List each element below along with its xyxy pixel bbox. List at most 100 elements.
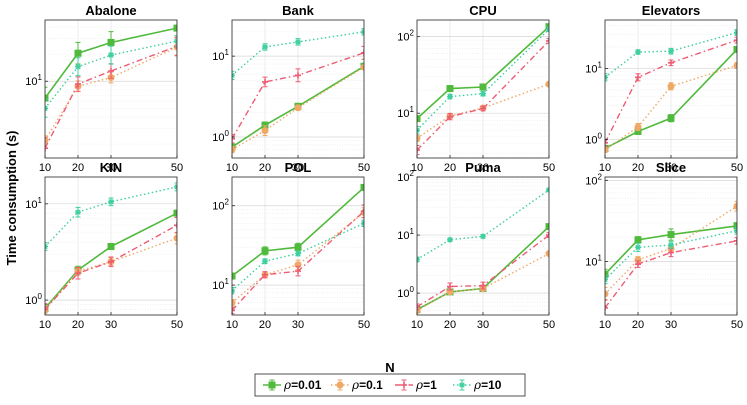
marker [295,250,301,257]
error-bar [174,35,177,47]
marker [635,261,641,268]
error-bar [174,231,177,245]
series-group [605,29,737,154]
marker [605,146,609,154]
y-tick-label: 101 [397,105,414,120]
error-bar [734,237,737,245]
panel-title: Puma [465,160,501,175]
error-bar [546,232,549,238]
marker [232,272,236,280]
series-line [605,48,737,150]
marker [635,244,641,251]
marker [108,258,114,265]
series-line [232,66,364,151]
x-tick-label: 20 [632,319,644,331]
x-tick-label: 10 [39,162,51,174]
marker [447,283,453,290]
error-bar [417,144,420,156]
x-tick-label: 30 [105,162,117,174]
series-line [417,26,549,120]
marker [45,136,49,144]
marker [605,290,609,298]
error-bar [417,303,420,311]
x-tick-label: 50 [171,319,183,331]
panel-title: Elevators [642,3,701,18]
x-tick-label: 30 [665,162,677,174]
marker [75,81,81,88]
error-bar [734,226,737,235]
series-group [45,182,177,315]
marker [45,145,48,152]
x-tick-label: 20 [632,162,644,174]
error-bar [417,125,420,135]
panel-slice: 10 20 30 50 101 102 Slice [585,160,743,331]
marker [417,134,421,142]
error-bar [605,275,608,285]
marker [295,268,301,275]
error-bar [45,98,48,118]
marker [605,270,609,278]
marker [417,303,420,310]
marker [545,80,549,88]
marker [294,243,302,251]
x-tick-label: 50 [543,319,555,331]
series-line [45,27,177,99]
marker [667,82,675,90]
y-tick-label: 101 [212,48,229,63]
marker [261,127,269,135]
marker [417,115,421,123]
marker [268,381,276,389]
error-bar [361,219,364,227]
legend-entry: ρ=0.1 [331,378,383,392]
series-line [605,205,737,295]
series-group [232,28,364,154]
panel-title: KIN [100,160,122,175]
panel-cpu: 10 20 30 50 101 102 CPU [397,3,555,174]
series-group [417,186,549,315]
x-tick-label: 10 [411,162,423,174]
series-line [45,224,177,310]
legend-entry: ρ=1 [395,378,437,392]
error-bar [361,204,364,219]
marker [545,223,549,231]
marker [605,304,608,311]
marker [734,37,737,44]
series-line [232,52,364,140]
marker [360,183,364,191]
marker [361,208,364,215]
error-bar [232,70,235,80]
marker [733,202,737,210]
series-line [232,212,364,304]
marker [480,90,486,97]
marker [635,74,641,81]
panel-elevators: 10 20 30 50 100 101 Elevators [585,3,743,174]
marker [336,381,344,389]
marker [479,83,487,91]
marker [480,105,486,112]
legend-label: ρ=0.01 [283,378,322,392]
marker [734,237,737,244]
x-tick-label: 50 [731,162,743,174]
marker [733,61,737,69]
series-line [417,40,549,151]
marker [262,78,268,85]
marker [360,63,364,71]
y-tick-label: 102 [397,29,414,44]
error-bar [174,182,177,192]
marker [294,104,302,112]
legend-box [254,373,526,397]
y-axis-label: Time consumption (s) [4,131,19,266]
series-line [232,31,364,76]
series-group [417,23,549,156]
y-tick-label: 100 [212,129,229,144]
marker [107,243,115,251]
y-tick-label: 100 [25,292,42,307]
panel-title: Abalone [85,3,136,18]
marker [733,222,737,230]
y-tick-label: 102 [397,169,414,184]
marker [635,49,641,56]
gridlines [45,177,177,315]
marker [447,113,453,120]
marker [480,282,486,289]
